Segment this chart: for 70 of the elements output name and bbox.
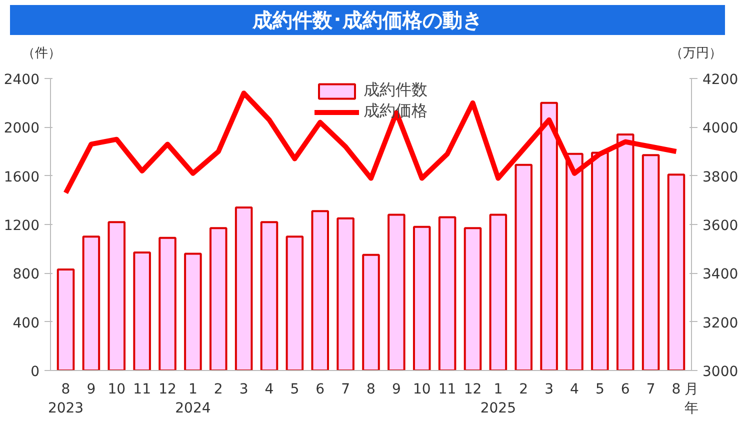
- chart-title: 成約件数･成約価格の動き: [252, 7, 482, 34]
- x-axis-title: 月年: [684, 382, 698, 417]
- bar: [412, 226, 431, 370]
- y2-tick-label: 3800: [702, 169, 738, 186]
- x-tick-label: 4: [264, 382, 274, 398]
- x-tick-label: 12: [464, 382, 482, 398]
- x-tick-label: 8 2023: [48, 382, 84, 417]
- bar: [336, 217, 354, 370]
- bar: [184, 252, 202, 370]
- x-tick-label: 1 2025: [480, 382, 516, 417]
- x-tick-label: 6: [620, 382, 630, 398]
- bar: [616, 133, 634, 370]
- bar: [438, 216, 456, 370]
- y2-tick-label: 3400: [702, 266, 738, 283]
- bar: [642, 154, 660, 370]
- y2-tick-label: 3600: [702, 218, 738, 234]
- x-tick-label: 6: [316, 382, 325, 398]
- bar: [464, 227, 482, 370]
- bar: [388, 214, 406, 370]
- bar: [108, 221, 126, 370]
- x-tick-label: 8: [366, 382, 376, 398]
- x-tick-label: 7: [646, 382, 656, 398]
- bar: [514, 164, 533, 370]
- bar: [133, 251, 151, 370]
- bar: [56, 268, 75, 370]
- x-tick-label: 2: [214, 382, 223, 398]
- y-tick-label: 800: [12, 266, 40, 283]
- x-tick-label: 3: [544, 382, 554, 398]
- y-tick-label: 400: [12, 315, 40, 332]
- y-tick-label: 2400: [4, 72, 40, 88]
- x-tick-label: 1 2024: [175, 382, 211, 417]
- bar: [209, 227, 228, 370]
- x-tick-label: 10: [412, 382, 431, 398]
- x-tick-label: 9: [86, 382, 96, 398]
- bar: [286, 236, 304, 370]
- y2-tick-label: 3200: [702, 315, 738, 332]
- x-tick-label: 5: [595, 382, 604, 398]
- x-tick-label: 2: [519, 382, 528, 398]
- y-tick-label: 0: [30, 364, 40, 380]
- bar: [362, 254, 380, 370]
- bar: [82, 236, 100, 370]
- bar: [260, 221, 278, 370]
- x-tick-label: 11: [438, 382, 456, 398]
- x-tick-label: 8: [672, 382, 681, 398]
- legend-label: 成約価格: [364, 101, 428, 122]
- y-tick-label: 1200: [4, 218, 40, 234]
- y-tick-label: 2000: [4, 120, 40, 137]
- bar: [591, 152, 609, 370]
- x-tick-label: 5: [290, 382, 300, 398]
- y2-axis-title: （万円）: [670, 45, 722, 63]
- bar: [311, 210, 330, 370]
- bar: [667, 174, 686, 370]
- y-tick-label: 1600: [4, 169, 40, 186]
- x-tick-label: 10: [108, 382, 126, 398]
- legend-label: 成約件数: [364, 80, 428, 101]
- x-tick-label: 4: [570, 382, 580, 398]
- x-tick-label: 9: [392, 382, 401, 398]
- y2-tick-label: 4000: [702, 120, 738, 137]
- bar: [234, 206, 253, 370]
- x-tick-label: 3: [239, 382, 248, 398]
- y2-tick-label: 3000: [702, 364, 738, 380]
- x-tick-label: 7: [341, 382, 350, 398]
- x-tick-label: 11: [133, 382, 151, 398]
- bar: [489, 214, 508, 370]
- y2-tick-label: 4200: [702, 72, 738, 88]
- bar: [540, 102, 558, 370]
- bar: [566, 152, 584, 370]
- y-axis-title: （件）: [22, 45, 61, 63]
- x-tick-label: 12: [158, 382, 176, 398]
- bar: [158, 236, 176, 370]
